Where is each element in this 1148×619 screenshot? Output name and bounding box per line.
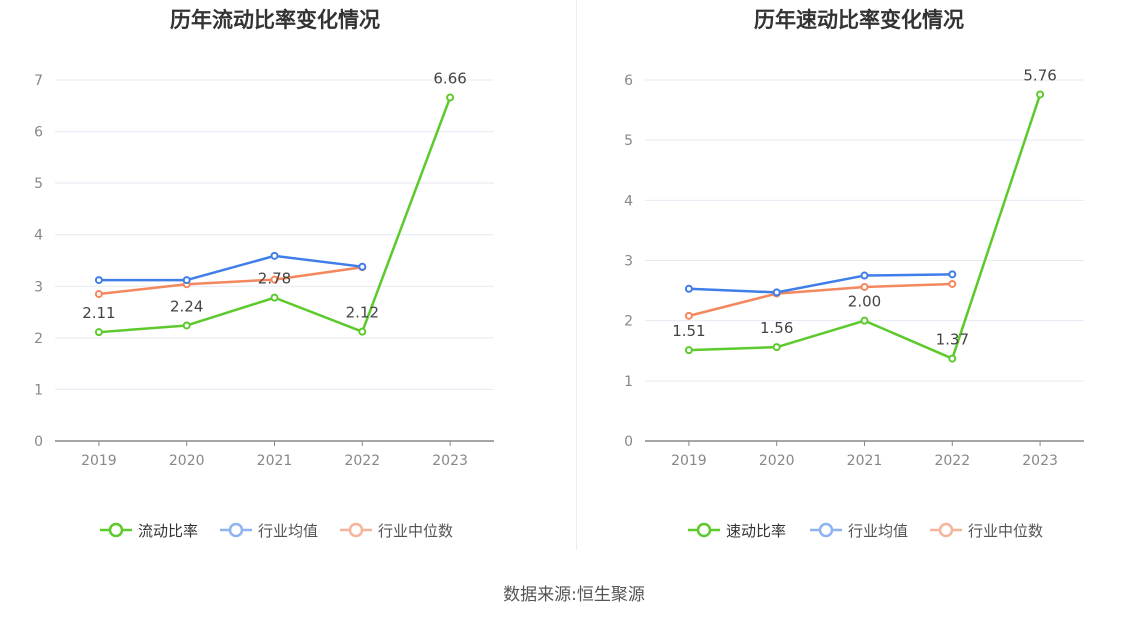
y-tick-label: 1 [624,374,633,390]
y-tick-label: 1 [34,382,43,398]
current-ratio-panel: 历年流动比率变化情况 0 1 2 3 4 5 6 7 2019 2020 2021 2022 2023 2… [0,0,574,560]
legend-label: 行业均值 [848,521,909,540]
legend-marker-icon [340,522,372,538]
x-tick-label: 2020 [759,453,795,469]
source-name: 恒生聚源 [576,585,645,605]
x-tick-label: 2023 [432,453,468,469]
series-line [98,265,363,296]
data-point [270,275,279,284]
data-label: 2.12 [346,304,379,322]
data-point [948,270,957,279]
series-line [98,254,363,282]
x-tick-label: 2019 [81,453,117,469]
quick-ratio-chart: 0 1 2 3 4 5 6 2019 2020 2021 2022 2023 1.51 1.56 2.00 1… [624,66,1084,469]
data-point [684,284,693,293]
series-line [688,273,953,294]
x-tick-label: 2022 [344,453,380,469]
legend-label: 行业均值 [258,521,319,540]
current-ratio-chart: 0 1 2 3 4 5 6 7 2019 2020 2021 2022 2023 2.11 2.24 2.78… [34,70,494,469]
data-point [860,271,869,280]
quick-ratio-panel: 历年速动比率变化情况 0 1 2 3 4 5 6 2019 2020 2021 2022 2023 1.… [574,0,1148,560]
y-tick-label: 4 [624,193,633,209]
y-tick-label: 0 [34,434,43,450]
legend-marker-icon [100,522,132,538]
legend-item-current-ratio[interactable]: 流动比率 [100,518,198,542]
x-tick-label: 2023 [1022,453,1058,469]
chart-title: 历年速动比率变化情况 [754,8,964,32]
data-point [772,343,781,352]
data-point [948,354,957,363]
x-tick-label: 2019 [671,453,707,469]
legend-marker-icon [810,522,842,538]
x-tick-label: 2022 [934,453,970,469]
data-point [182,276,191,285]
data-point [94,290,103,299]
data-label: 6.66 [433,70,466,88]
x-tick-label: 2021 [257,453,293,469]
data-point [270,251,279,260]
legend-label: 行业中位数 [968,521,1044,540]
legend-label: 速动比率 [726,521,787,540]
data-point [684,311,693,320]
legend-item-industry-mean[interactable]: 行业均值 [810,518,908,542]
y-tick-label: 5 [34,176,43,192]
data-point [94,328,103,337]
legend-item-quick-ratio[interactable]: 速动比率 [688,518,786,542]
data-label: 2.78 [258,270,291,288]
data-label: 1.51 [672,322,705,340]
legend-item-industry-median[interactable]: 行业中位数 [340,518,453,542]
x-tick-label: 2021 [847,453,883,469]
legend-item-industry-median[interactable]: 行业中位数 [930,518,1043,542]
y-tick-label: 2 [34,331,43,347]
data-label: 5.76 [1023,66,1056,84]
y-tick-label: 5 [624,133,633,149]
data-point [860,316,869,325]
data-point [358,262,367,271]
series-line [688,282,953,318]
data-point [1036,90,1045,99]
data-label: 1.56 [760,319,793,337]
data-label: 2.11 [82,304,115,322]
data-point [684,346,693,355]
legend-marker-icon [220,522,252,538]
data-point [270,293,279,302]
y-tick-label: 7 [34,73,43,89]
data-label: 2.24 [170,297,203,315]
data-point [860,282,869,291]
data-point [94,276,103,285]
data-point [772,288,781,297]
chart-title: 历年流动比率变化情况 [170,8,380,32]
y-tick-label: 2 [624,314,633,330]
x-tick-label: 2020 [169,453,205,469]
y-tick-label: 4 [34,228,43,244]
data-source-note: 数据来源:恒生聚源 [0,580,1148,605]
chart-legend: 速动比率 行业均值 行业中位数 [574,518,1148,542]
legend-label: 流动比率 [138,521,199,540]
legend-label: 行业中位数 [378,521,454,540]
data-label: 2.00 [848,293,881,311]
legend-marker-icon [930,522,962,538]
data-point [446,93,455,102]
y-tick-label: 0 [624,434,633,450]
chart-legend: 流动比率 行业均值 行业中位数 [0,518,574,542]
legend-item-industry-mean[interactable]: 行业均值 [220,518,318,542]
y-tick-label: 3 [34,279,43,295]
y-tick-label: 3 [624,254,633,270]
y-tick-label: 6 [34,125,43,141]
legend-marker-icon [688,522,720,538]
data-point [358,327,367,336]
y-tick-label: 6 [624,73,633,89]
panel-divider [576,0,577,550]
data-point [948,279,957,288]
data-point [182,321,191,330]
source-prefix: 数据来源: [503,585,577,605]
data-label: 1.37 [936,331,969,349]
